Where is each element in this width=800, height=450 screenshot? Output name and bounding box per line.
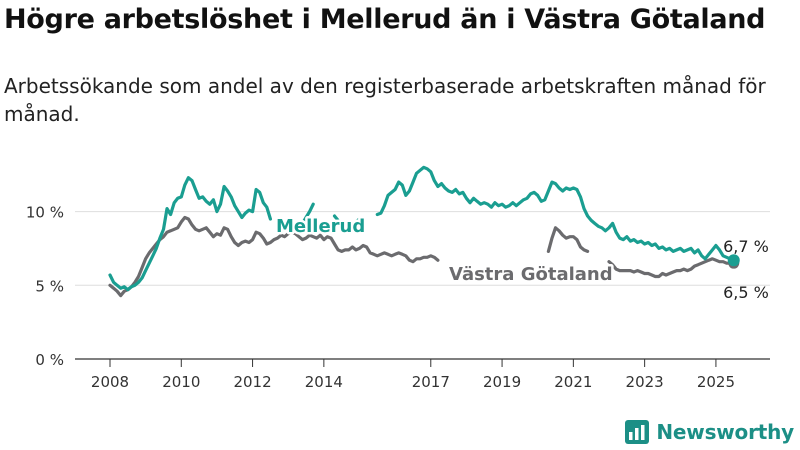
series-line-v-stra-g-taland xyxy=(108,215,440,298)
x-tick-label: 2019 xyxy=(483,373,521,391)
x-tick-label: 2010 xyxy=(162,373,200,391)
y-tick-label: 0 % xyxy=(35,351,64,369)
bar-chart-logo-icon xyxy=(625,420,650,444)
x-tick-label: 2014 xyxy=(305,373,343,391)
end-point-mellerud xyxy=(727,254,740,267)
last-value-label-vastra-gotaland: 6,5 % xyxy=(723,283,769,302)
series-line-v-stra-g-taland xyxy=(607,257,736,279)
series-label-vastra-gotaland: Västra Götaland xyxy=(449,264,613,285)
series-line-mellerud xyxy=(375,165,736,262)
chart-title: Högre arbetslöshet i Mellerud än i Västr… xyxy=(4,4,766,35)
brand-name: Newsworthy xyxy=(656,420,794,444)
series-line-mellerud xyxy=(108,176,272,292)
x-tick-label: 2025 xyxy=(697,373,735,391)
series-line-mellerud xyxy=(300,202,315,225)
chart-subtitle: Arbetssökande som andel av den registerb… xyxy=(4,74,766,126)
x-tick-label: 2012 xyxy=(233,373,271,391)
y-tick-label: 5 % xyxy=(35,277,64,295)
x-tick-label: 2008 xyxy=(91,373,129,391)
series-lines xyxy=(108,165,740,298)
series-label-mellerud: Mellerud xyxy=(276,216,365,237)
last-value-label-mellerud: 6,7 % xyxy=(723,237,769,256)
series-line-v-stra-g-taland xyxy=(546,226,590,253)
series-line-mellerud xyxy=(332,214,362,233)
x-tick-label: 2021 xyxy=(554,373,592,391)
grid-lines xyxy=(75,211,770,360)
series-labels: Mellerud Västra Götaland 6,7 % 6,5 % xyxy=(274,214,769,303)
y-tick-label: 10 % xyxy=(26,204,64,222)
brand-logo: Newsworthy xyxy=(625,420,794,444)
x-tick-label: 2023 xyxy=(626,373,664,391)
x-tick-label: 2017 xyxy=(412,373,450,391)
axes: 0 % 5 % 10 % 2008 2010 2012 2014 2017 2019 2021 20… xyxy=(26,204,735,391)
